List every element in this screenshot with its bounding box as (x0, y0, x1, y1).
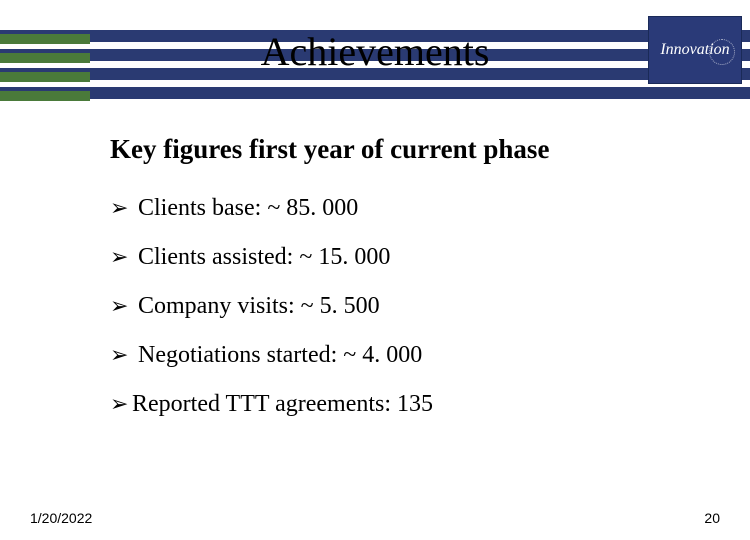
footer-date: 1/20/2022 (30, 510, 92, 526)
footer-page-number: 20 (704, 510, 720, 526)
key-figures-list: Clients base: ~ 85. 000 Clients assisted… (90, 195, 660, 418)
list-item: Clients assisted: ~ 15. 000 (110, 244, 660, 271)
list-item: Reported TTT agreements: 135 (110, 391, 660, 418)
list-item: Clients base: ~ 85. 000 (110, 195, 660, 222)
content-subtitle: Key figures first year of current phase (90, 134, 660, 165)
slide-content: Key figures first year of current phase … (0, 102, 750, 418)
list-item: Negotiations started: ~ 4. 000 (110, 342, 660, 369)
innovation-logo: Innovation (648, 16, 742, 84)
list-item: Company visits: ~ 5. 500 (110, 293, 660, 320)
header-green-bar (0, 91, 90, 101)
slide-title: Achievements (0, 28, 750, 75)
slide-footer: 1/20/2022 20 (0, 510, 750, 526)
logo-swirl-icon (709, 39, 735, 65)
slide-header: Achievements Innovation (0, 0, 750, 102)
header-stripe (0, 87, 750, 99)
